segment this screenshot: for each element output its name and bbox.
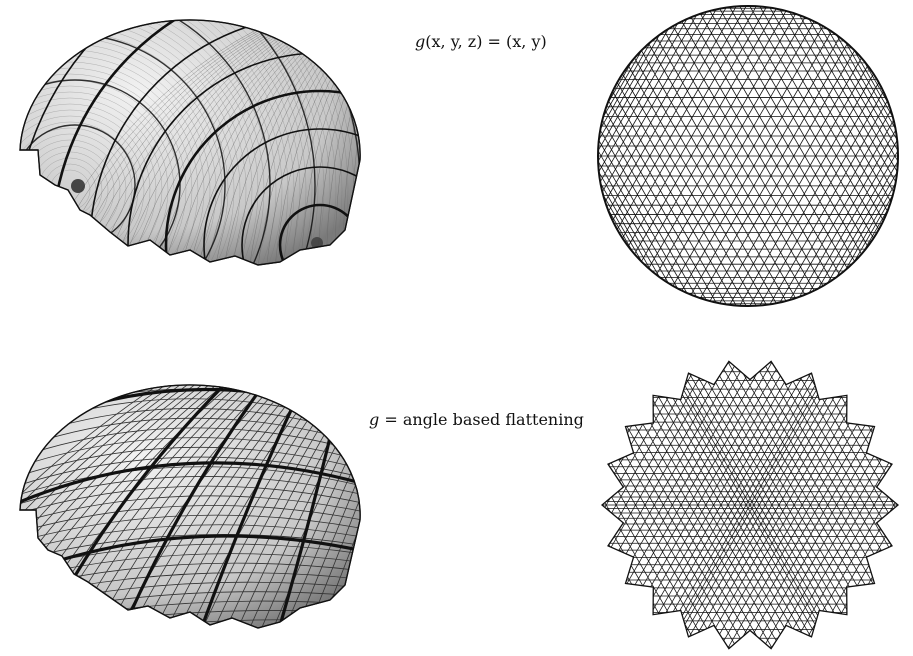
top-label-expression: (x, y, z) = (x, y) bbox=[425, 32, 547, 51]
flattened-triangle-mesh bbox=[600, 360, 900, 650]
bottom-label-expression: = angle based flattening bbox=[379, 410, 584, 429]
hemisphere-outline bbox=[19, 384, 361, 629]
bottom-left-textured-hemisphere bbox=[0, 360, 380, 656]
hemisphere-outline bbox=[19, 19, 361, 266]
mesh-boundary bbox=[600, 360, 900, 650]
top-label-prefix: g bbox=[415, 32, 426, 51]
bottom-row-label: g = angle based flattening bbox=[369, 410, 584, 429]
top-row-label: g(x, y, z) = (x, y) bbox=[415, 32, 547, 51]
top-left-textured-hemisphere bbox=[0, 0, 380, 300]
singularity-spot bbox=[71, 179, 85, 193]
disk-boundary bbox=[597, 5, 899, 307]
bottom-label-prefix: g bbox=[369, 410, 380, 429]
top-right-projected-mesh bbox=[590, 0, 910, 310]
projected-triangle-mesh bbox=[597, 5, 899, 307]
bottom-right-flattened-mesh bbox=[595, 355, 910, 655]
